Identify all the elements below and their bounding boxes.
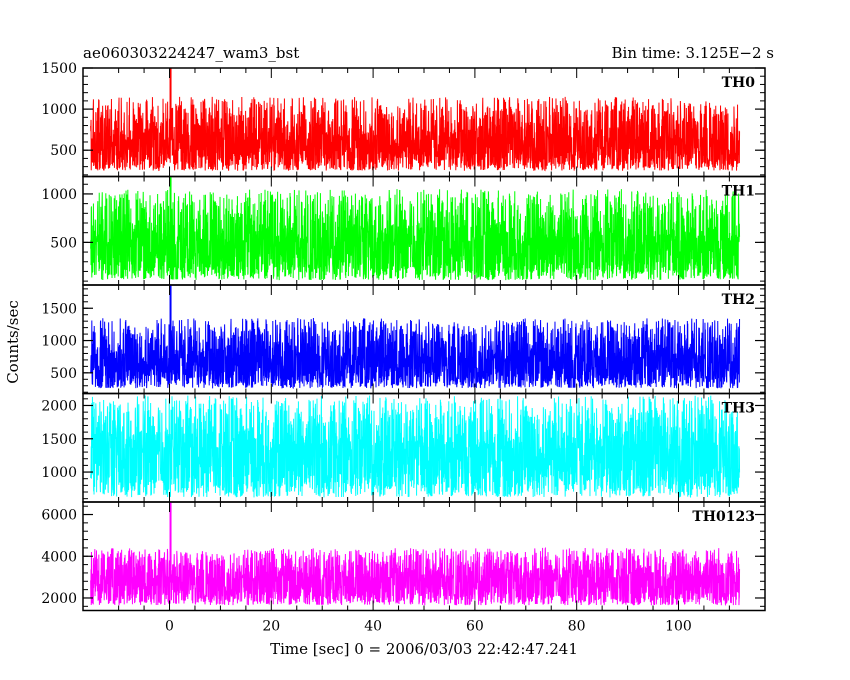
panel-label: TH1 xyxy=(722,184,755,200)
y-tick-label: 2000 xyxy=(41,591,77,607)
series-th3 xyxy=(90,395,741,499)
series-th0 xyxy=(90,96,741,172)
panel-label: TH0123 xyxy=(692,509,755,525)
panels-group: 500 1000 1500 TH0 500 1000 TH1 500 1000 1500 TH2 10… xyxy=(41,61,766,612)
y-tick-label: 1000 xyxy=(41,187,77,203)
series-th0123 xyxy=(90,546,741,607)
x-tick-label: 60 xyxy=(466,619,484,635)
y-tick-label: 2000 xyxy=(41,398,77,414)
y-tick-label: 4000 xyxy=(41,549,77,565)
y-tick-label: 1500 xyxy=(41,301,77,317)
y-tick-label: 1000 xyxy=(41,465,77,481)
x-tick-label: 80 xyxy=(568,619,586,635)
chart-subtitle: Bin time: 3.125E−2 s xyxy=(612,44,774,62)
chart-title: ae060303224247_wam3_bst xyxy=(83,44,299,62)
panel-th2: 500 1000 1500 TH2 xyxy=(41,284,766,395)
y-tick-label: 1500 xyxy=(41,432,77,448)
y-tick-label: 6000 xyxy=(41,508,77,524)
panel-label: TH0 xyxy=(722,75,756,91)
x-tick-label: 0 xyxy=(165,619,174,635)
y-tick-label: 500 xyxy=(50,143,77,159)
panel-th3: 1000 1500 2000 TH3 xyxy=(41,392,766,503)
x-tick-label: 40 xyxy=(364,619,382,635)
panel-label: TH2 xyxy=(722,292,755,308)
y-tick-label: 1000 xyxy=(41,102,77,118)
x-tick-label: 100 xyxy=(665,619,692,635)
y-tick-label: 1000 xyxy=(41,334,77,350)
x-axis-label: Time [sec] 0 = 2006/03/03 22:42:47.241 xyxy=(270,640,578,658)
series-th1 xyxy=(90,189,741,281)
panel-th0: 500 1000 1500 TH0 xyxy=(41,61,766,178)
x-axis-ticks: 0 20 40 60 80 100 xyxy=(165,619,692,635)
x-tick-label: 20 xyxy=(262,619,280,635)
panel-th0123: 2000 4000 6000 TH0123 xyxy=(41,501,766,612)
y-axis-label: Counts/sec xyxy=(4,300,22,384)
panel-label: TH3 xyxy=(722,401,755,417)
panel-th1: 500 1000 TH1 xyxy=(41,175,766,286)
series-th2 xyxy=(90,317,741,389)
y-tick-label: 1500 xyxy=(41,61,77,77)
y-tick-label: 500 xyxy=(50,235,77,251)
y-tick-label: 500 xyxy=(50,366,77,382)
